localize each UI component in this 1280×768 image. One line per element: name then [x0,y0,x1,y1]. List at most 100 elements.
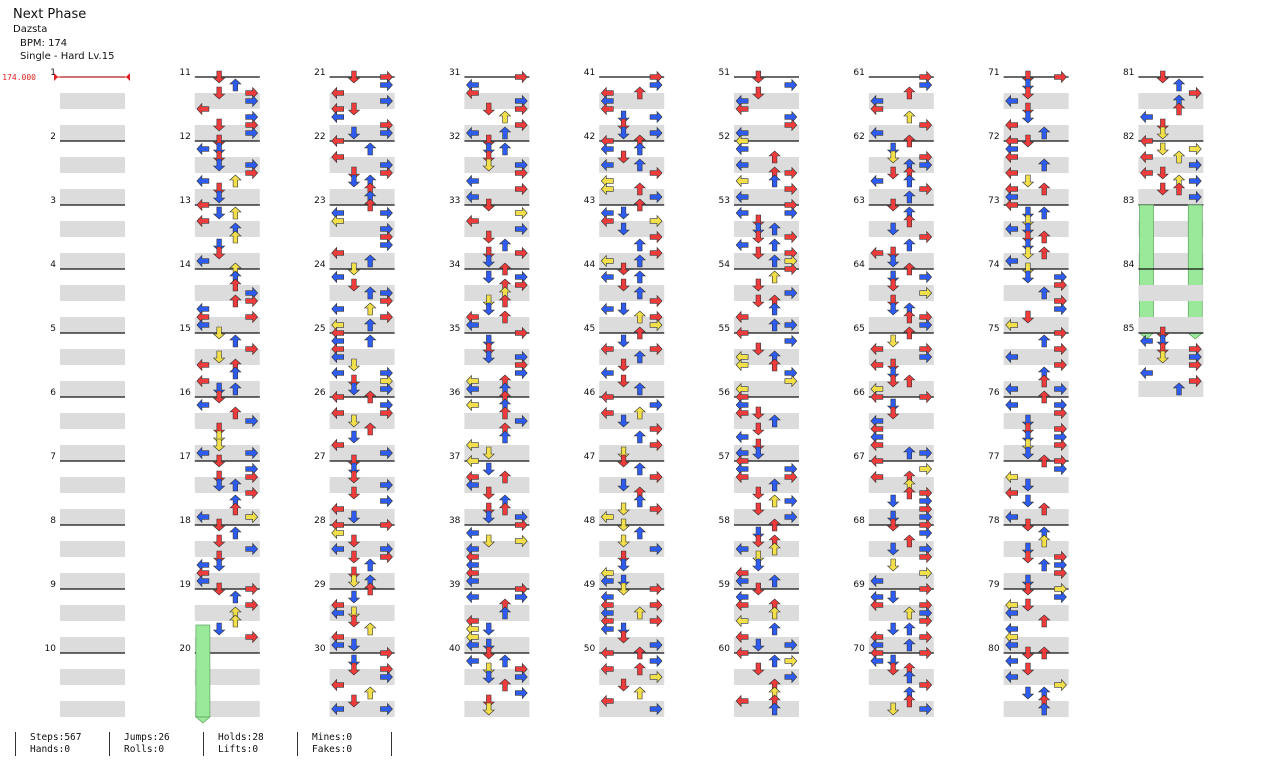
down-arrow-icon [212,470,226,484]
down-arrow-icon [482,646,496,660]
beat-shade [194,477,260,493]
beat-shade [194,285,260,301]
measure-number: 45 [584,324,595,334]
measure-number: 41 [584,68,595,78]
left-arrow-icon [331,526,345,540]
up-arrow-icon [229,366,242,380]
up-arrow-icon [768,478,781,492]
down-arrow-icon [617,414,630,428]
left-arrow-icon [196,374,210,388]
down-arrow-icon [347,534,361,548]
left-arrow-icon [735,470,749,484]
up-arrow-icon [633,86,647,100]
down-arrow-icon [347,70,361,84]
bpm-marker-triangle [126,73,130,81]
up-arrow-icon [1037,702,1051,716]
right-arrow-icon [784,366,798,380]
up-arrow-icon [768,702,781,716]
up-arrow-icon [363,558,377,572]
beat-shade [329,637,395,653]
beat-shade [1138,93,1204,109]
left-arrow-icon [735,358,749,372]
up-arrow-icon [1037,182,1051,196]
measure-number: 2 [50,132,56,142]
beat-shade [194,637,260,653]
left-arrow-icon [196,398,210,412]
right-arrow-icon [649,166,663,180]
down-arrow-icon [347,174,361,188]
hold-note [195,624,211,718]
right-arrow-icon [649,342,663,356]
down-arrow-icon [482,510,496,524]
left-arrow-icon [196,102,210,116]
beat-shade [194,317,260,333]
left-arrow-icon [735,326,749,340]
down-arrow-icon [482,142,496,156]
left-arrow-icon [1005,382,1018,396]
down-arrow-icon [1021,518,1035,532]
down-arrow-icon [1021,582,1035,596]
measure-number: 23 [314,196,325,206]
down-arrow-icon [886,662,900,676]
down-arrow-icon [482,486,496,500]
right-arrow-icon [1054,358,1067,372]
left-arrow-icon [600,622,614,636]
right-arrow-icon [1188,190,1202,204]
down-arrow-icon [886,398,900,412]
left-arrow-icon [600,270,614,284]
beat-shade [1003,573,1069,589]
beat-shade [734,317,799,333]
right-arrow-icon [919,158,933,172]
right-arrow-icon [245,94,259,108]
beat-shade [1138,317,1204,333]
up-arrow-icon [363,254,377,268]
up-arrow-icon [768,654,781,668]
up-arrow-icon [229,78,242,92]
measure-number: 38 [449,516,461,526]
stat-cell: Holds:28 Lifts:0 [203,732,297,756]
left-arrow-icon [600,646,614,660]
right-arrow-icon [1054,70,1067,84]
right-arrow-icon [1054,462,1067,476]
up-arrow-icon [633,406,647,420]
chart-column: 71 72 73 74 75 76 77 78 79 80 [988,68,1069,717]
beat-shade [599,605,665,621]
down-arrow-icon [752,534,765,548]
down-arrow-icon [752,294,765,308]
right-arrow-icon [784,670,798,684]
down-arrow-icon [752,230,765,244]
beat-shade [734,189,799,205]
left-arrow-icon [331,638,345,652]
beat-shade [1138,349,1204,365]
beat-shade [1003,349,1069,365]
measure-number: 83 [1123,196,1134,206]
measure-number: 78 [988,516,1000,526]
right-arrow-icon [649,110,663,124]
up-arrow-icon [633,494,647,508]
right-arrow-icon [380,670,393,684]
down-arrow-icon [752,486,765,500]
beat-shade [194,253,260,269]
up-arrow-icon [1037,374,1051,388]
down-arrow-icon [482,102,496,116]
up-arrow-icon [229,206,242,220]
measure-number: 44 [584,260,596,270]
up-arrow-icon [768,318,781,332]
beat-shade [868,221,934,237]
song-title: Next Phase [13,7,87,22]
up-arrow-icon [363,390,377,404]
beat-shade [734,701,799,717]
right-arrow-icon [649,598,663,612]
down-arrow-icon [1021,574,1035,588]
beat-shade [1138,189,1204,205]
right-arrow-icon [649,582,663,596]
right-arrow-icon [380,166,393,180]
chart-column: 1 2 3 4 5 6 7 8 9 10 [45,68,125,717]
beat-shade [329,221,395,237]
left-arrow-icon [600,574,614,588]
measure-number: 81 [1123,68,1134,78]
up-arrow-icon [498,310,512,324]
beat-shade [599,349,665,365]
down-arrow-icon [212,182,226,196]
down-arrow-icon [347,694,361,708]
